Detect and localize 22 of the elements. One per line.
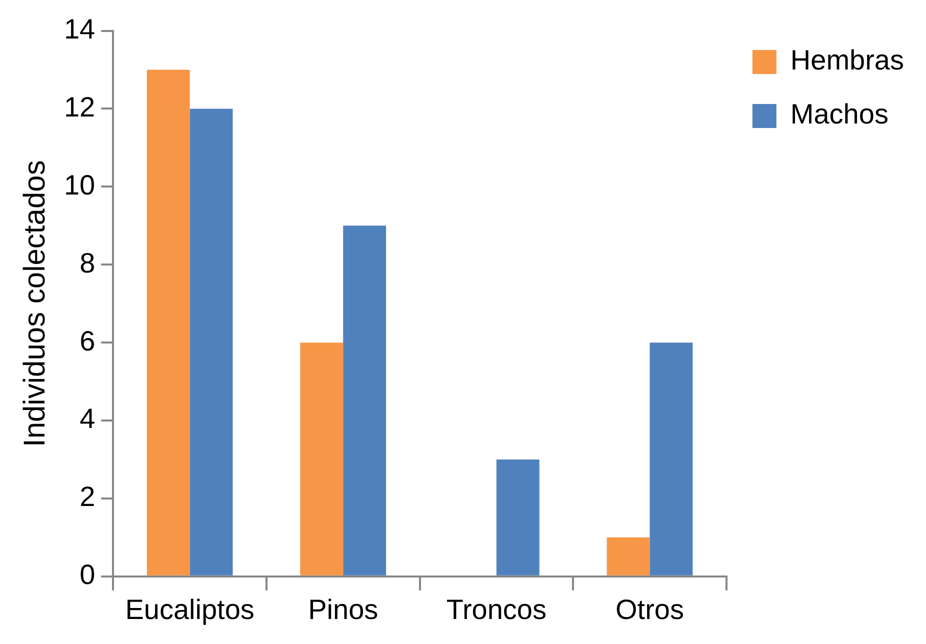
y-tick-label: 2 <box>80 481 96 512</box>
y-tick-label: 0 <box>80 559 96 590</box>
x-tick-label: Otros <box>616 594 684 625</box>
bar <box>190 108 233 576</box>
x-tick-label: Eucaliptos <box>125 594 254 625</box>
x-tick-label: Troncos <box>446 594 546 625</box>
bar <box>496 459 540 576</box>
legend-label: Machos <box>790 98 888 130</box>
legend-label: Hembras <box>790 44 904 76</box>
y-tick-label: 14 <box>64 14 96 45</box>
y-axis-title: Individuos colectados <box>18 160 52 448</box>
x-tick-label: Pinos <box>308 594 378 625</box>
y-tick-label: 12 <box>64 91 96 122</box>
bar <box>606 537 650 576</box>
bar <box>650 342 693 576</box>
y-tick-label: 4 <box>80 403 96 434</box>
bar <box>146 70 190 576</box>
y-tick-label: 8 <box>80 247 96 278</box>
bar <box>343 226 386 576</box>
y-tick-label: 10 <box>64 169 96 200</box>
y-tick-label: 6 <box>80 325 96 356</box>
bar <box>300 342 344 576</box>
